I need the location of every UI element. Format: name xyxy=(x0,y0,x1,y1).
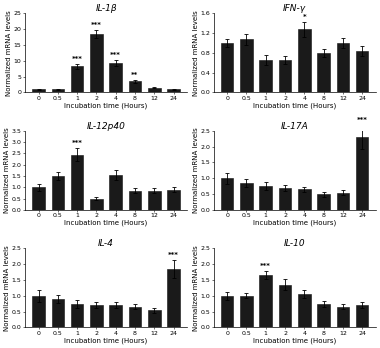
Bar xyxy=(148,191,161,210)
Text: ***: *** xyxy=(260,263,271,269)
Bar xyxy=(90,34,103,93)
Bar xyxy=(356,52,369,93)
X-axis label: Incubation time (Hours): Incubation time (Hours) xyxy=(253,220,336,226)
Bar xyxy=(129,307,141,327)
Bar xyxy=(148,88,161,93)
Bar xyxy=(260,186,272,210)
Bar xyxy=(279,188,291,210)
Bar xyxy=(167,89,180,93)
Bar xyxy=(52,176,64,210)
Bar xyxy=(317,304,330,327)
Title: IL-1β: IL-1β xyxy=(95,4,117,13)
Bar xyxy=(317,53,330,93)
Bar xyxy=(337,307,349,327)
Y-axis label: Normalized mRNA levels: Normalized mRNA levels xyxy=(6,10,12,96)
Text: ***: *** xyxy=(91,22,102,28)
X-axis label: Incubation time (Hours): Incubation time (Hours) xyxy=(65,337,148,344)
X-axis label: Incubation time (Hours): Incubation time (Hours) xyxy=(253,102,336,109)
Y-axis label: Normalized mRNA levels: Normalized mRNA levels xyxy=(193,127,199,213)
Bar xyxy=(337,43,349,93)
Title: IFN-γ: IFN-γ xyxy=(283,4,306,13)
Bar xyxy=(52,299,64,327)
Bar xyxy=(71,304,83,327)
Bar xyxy=(109,305,122,327)
Text: ***: *** xyxy=(168,252,179,258)
Bar xyxy=(317,194,330,210)
Bar xyxy=(129,81,141,93)
Bar xyxy=(109,175,122,210)
Title: IL-12p40: IL-12p40 xyxy=(87,122,125,131)
Text: ***: *** xyxy=(110,52,121,58)
Bar xyxy=(90,305,103,327)
Bar xyxy=(221,43,233,93)
Bar xyxy=(279,285,291,327)
Y-axis label: Normalized mRNA levels: Normalized mRNA levels xyxy=(193,10,199,96)
Bar xyxy=(260,275,272,327)
Text: ***: *** xyxy=(72,140,82,146)
Bar xyxy=(298,189,310,210)
Bar xyxy=(129,191,141,210)
X-axis label: Incubation time (Hours): Incubation time (Hours) xyxy=(65,102,148,109)
Text: ***: *** xyxy=(357,117,367,123)
Bar xyxy=(71,155,83,210)
Bar xyxy=(52,89,64,93)
Bar xyxy=(356,137,369,210)
Bar xyxy=(279,60,291,93)
X-axis label: Incubation time (Hours): Incubation time (Hours) xyxy=(65,220,148,226)
Bar xyxy=(240,183,253,210)
Bar xyxy=(167,269,180,327)
Bar xyxy=(298,294,310,327)
Bar xyxy=(32,296,45,327)
Y-axis label: Normalized mRNA levels: Normalized mRNA levels xyxy=(4,245,10,331)
Text: ***: *** xyxy=(72,56,82,62)
Title: IL-17A: IL-17A xyxy=(281,122,309,131)
Bar xyxy=(337,192,349,210)
X-axis label: Incubation time (Hours): Incubation time (Hours) xyxy=(253,337,336,344)
Bar xyxy=(356,305,369,327)
Y-axis label: Normalized mRNA levels: Normalized mRNA levels xyxy=(193,245,199,331)
Bar xyxy=(148,310,161,327)
Bar xyxy=(90,199,103,210)
Bar xyxy=(298,29,310,93)
Bar xyxy=(240,296,253,327)
Bar xyxy=(221,178,233,210)
Bar xyxy=(260,60,272,93)
Bar xyxy=(221,296,233,327)
Bar xyxy=(109,63,122,93)
Title: IL-4: IL-4 xyxy=(98,239,114,248)
Bar xyxy=(240,39,253,93)
Bar xyxy=(32,187,45,210)
Bar xyxy=(167,190,180,210)
Y-axis label: Normalized mRNA levels: Normalized mRNA levels xyxy=(4,127,10,213)
Text: *: * xyxy=(302,14,306,20)
Text: **: ** xyxy=(131,72,139,78)
Title: IL-10: IL-10 xyxy=(284,239,306,248)
Bar xyxy=(32,89,45,93)
Bar xyxy=(71,66,83,93)
